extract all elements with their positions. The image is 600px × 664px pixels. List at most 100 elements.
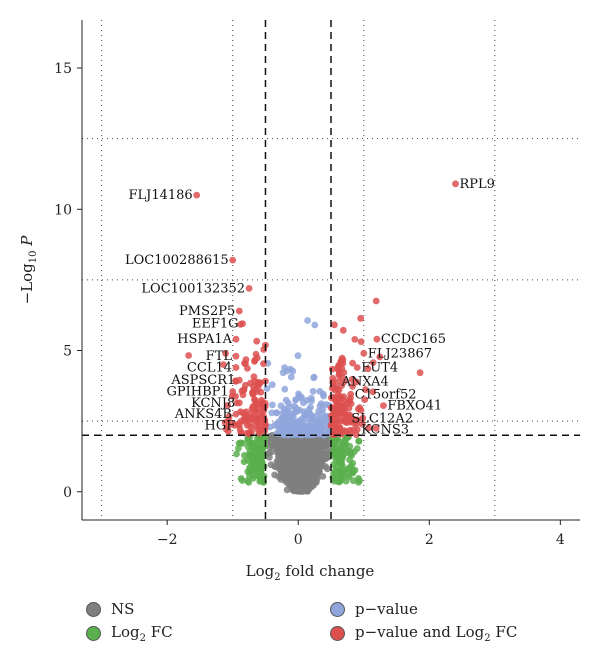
pvalue-and-log2fc-point xyxy=(380,402,387,409)
pvalue-point xyxy=(307,403,314,411)
pvalue-and-log2fc-point xyxy=(376,353,384,361)
pvalue-and-log2fc-point xyxy=(364,365,372,373)
gene-label: LOC100288615 xyxy=(125,253,229,268)
log2fc-point xyxy=(345,473,353,481)
pvalue-point xyxy=(287,373,295,381)
pvalue-and-log2fc-point xyxy=(416,369,424,377)
pvalue-and-log2fc-point xyxy=(359,421,366,428)
ns-swatch-icon xyxy=(86,601,101,617)
pvalue-swatch-icon xyxy=(330,601,345,617)
pvalue-point xyxy=(287,365,294,373)
log2fc-point xyxy=(254,452,262,459)
ns-point xyxy=(284,476,292,484)
gene-label: SLC12A2 xyxy=(351,411,413,426)
pvalue-and-log2fc-point xyxy=(337,360,344,367)
pvalue-point xyxy=(310,373,318,381)
log2fc-point xyxy=(244,435,252,443)
pvalue-and-log2fc-point xyxy=(342,401,350,408)
pvalue-and-log2fc-point xyxy=(224,427,232,435)
pvalue-point xyxy=(289,411,297,418)
legend-item-log2fc: Log2 FC xyxy=(86,622,173,644)
ns-point xyxy=(306,470,313,478)
ns-point xyxy=(297,470,304,478)
log2fc-point xyxy=(241,452,248,459)
gene-label: ASPSCR1 xyxy=(170,373,235,388)
pvalue-and-log2fc-point xyxy=(348,376,356,383)
pvalue-point xyxy=(288,426,295,434)
pvalue-and-log2fc-point xyxy=(252,350,260,358)
ns-point xyxy=(322,450,329,458)
pvalue-and-log2fc-point xyxy=(246,411,254,419)
pvalue-and-log2fc-point xyxy=(235,399,243,407)
pvalue-and-log2fc-point xyxy=(452,180,459,188)
pvalue-and-log2fc-point xyxy=(235,376,243,384)
pvalue-and-log2fc-point xyxy=(220,361,227,368)
pvalue-point xyxy=(269,401,276,409)
pvalue-and-log2fc-point xyxy=(222,350,230,357)
ns-point xyxy=(288,483,296,491)
pvalue-and-log2fc-point xyxy=(232,364,240,371)
legend-label-log2fc: Log2 FC xyxy=(111,622,173,644)
log2fc-point xyxy=(345,464,352,472)
gene-label: PMS2P5 xyxy=(179,304,235,319)
ns-point xyxy=(287,469,294,477)
ns-point xyxy=(319,473,327,480)
ns-point xyxy=(287,438,294,445)
pvalue-point xyxy=(292,396,300,403)
pvalue-and-log2fc-point xyxy=(239,320,246,328)
log2fc-point xyxy=(332,448,340,456)
legend-label-pvalue-and-log2fc: p−value and Log2 FC xyxy=(355,622,518,644)
log2fc-point xyxy=(251,466,259,474)
legend-item-pvalue: p−value xyxy=(330,598,418,620)
gene-label: RPL9 xyxy=(460,177,495,192)
pvalue-and-log2fc-point xyxy=(337,417,344,425)
gene-label: ANKS4B xyxy=(174,407,232,422)
pvalue-and-log2fc-point xyxy=(245,285,253,292)
pvalue-and-log2fc-point xyxy=(372,297,380,305)
pvalue-and-log2fc-point xyxy=(232,335,240,343)
pvalue-and-log2fc-point xyxy=(224,402,232,409)
ns-point xyxy=(282,443,290,450)
pvalue-and-log2fc-point xyxy=(344,414,351,422)
pvalue-point xyxy=(322,414,330,421)
log2fc-point xyxy=(331,468,339,475)
pvalue-point xyxy=(289,418,296,426)
pvalue-and-log2fc-point xyxy=(330,410,338,418)
log2fc-point xyxy=(339,472,347,480)
pvalue-point xyxy=(315,430,323,438)
pvalue-point xyxy=(279,369,287,377)
pvalue-point xyxy=(304,317,311,324)
pvalue-and-log2fc-point xyxy=(229,256,237,264)
pvalue-point xyxy=(303,422,310,430)
gene-label: FTL xyxy=(206,349,233,364)
ns-point xyxy=(290,461,297,469)
pvalue-points xyxy=(263,317,334,439)
log2fc-point xyxy=(353,445,361,452)
log2fc-point xyxy=(249,475,257,482)
pvalue-and-log2fc-point xyxy=(369,388,377,396)
pvalue-and-log2fc-point xyxy=(331,405,339,412)
pvalue-and-log2fc-point xyxy=(246,420,254,428)
pvalue-and-log2fc-point xyxy=(237,429,245,436)
pvalue-and-log2fc-point xyxy=(244,365,251,372)
pvalue-and-log2fc-point xyxy=(251,357,259,364)
gene-label: CCL14 xyxy=(187,361,232,376)
pvalue-and-log2fc-point xyxy=(353,364,361,371)
legend-label-ns: NS xyxy=(111,600,135,618)
gene-label: FBXO41 xyxy=(387,399,442,414)
gene-label: C15orf52 xyxy=(355,387,417,402)
log2fc-point xyxy=(254,439,262,447)
pvalue-point xyxy=(307,394,315,402)
ns-point xyxy=(324,465,331,473)
ns-point xyxy=(307,442,315,450)
pvalue-and-log2fc-point xyxy=(349,359,356,367)
cutoff-lines xyxy=(82,20,580,520)
legend: NS Log2 FC p−value p−value and Log2 FC xyxy=(0,592,600,662)
pvalue-point xyxy=(277,426,284,433)
gene-label: KCNS3 xyxy=(361,423,409,438)
pvalue-and-log2fc-point xyxy=(193,191,201,199)
pvalue-and-log2fc-point xyxy=(259,398,266,406)
pvalue-and-log2fc-point xyxy=(235,307,243,315)
log2fc-point xyxy=(330,461,337,469)
pvalue-and-log2fc-point xyxy=(338,410,346,418)
